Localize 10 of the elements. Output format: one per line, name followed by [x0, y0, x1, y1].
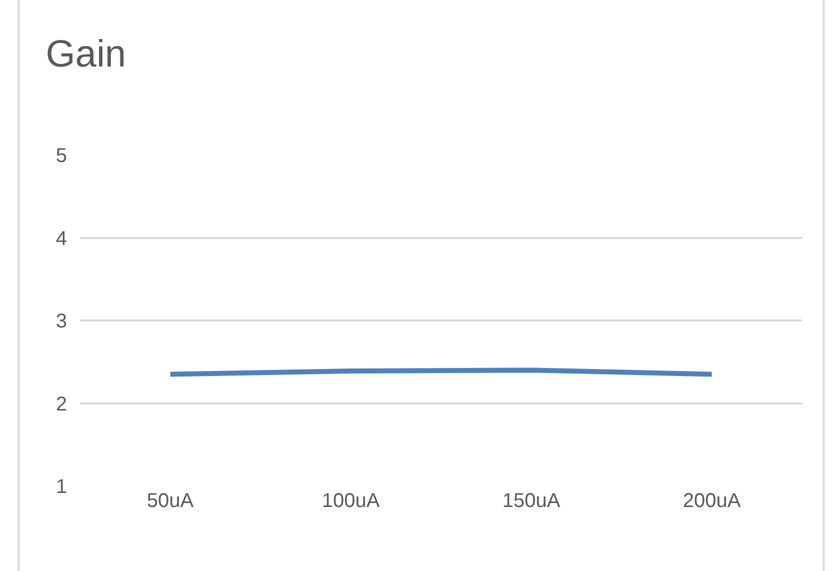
y-tick-label: 5 — [56, 145, 67, 167]
x-tick-label: 50uA — [146, 490, 194, 512]
y-tick-label: 4 — [56, 228, 67, 250]
chart-title: Gain — [46, 34, 126, 76]
y-tick-label: 1 — [56, 476, 67, 498]
x-tick-label: 200uA — [682, 490, 742, 512]
y-tick-label: 2 — [56, 393, 67, 416]
y-tick-label: 3 — [56, 310, 67, 332]
x-tick-label: 100uA — [322, 490, 380, 512]
x-tick-label: 150uA — [502, 490, 561, 512]
